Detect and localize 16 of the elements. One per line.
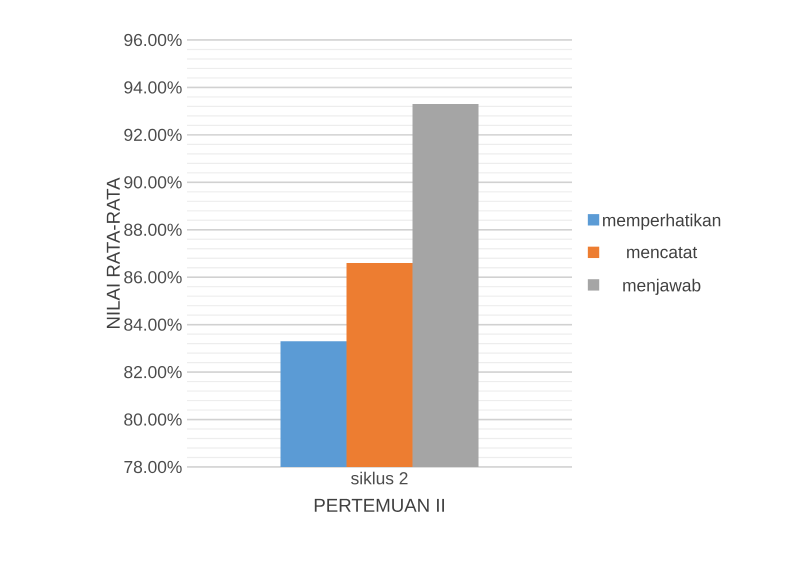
y-axis-title: NILAI RATA-RATA	[106, 177, 120, 328]
y-tick-label: 82.00%	[124, 366, 182, 378]
x-axis-title: PERTEMUAN II	[314, 498, 444, 512]
y-tick-label: 96.00%	[124, 34, 182, 46]
y-tick-label: 92.00%	[124, 128, 182, 142]
y-tick-label: 78.00%	[124, 460, 182, 474]
y-tick-label: 94.00%	[124, 81, 182, 94]
y-tick-label: 84.00%	[124, 318, 182, 331]
y-tick-label: 88.00%	[124, 224, 182, 236]
x-tick-label: siklus 2	[351, 472, 408, 484]
y-tick-label: 86.00%	[124, 271, 182, 284]
y-tick-label: 80.00%	[124, 413, 182, 426]
y-tick-label: 90.00%	[124, 176, 182, 188]
legend-label: memperhatikan	[603, 214, 720, 230]
legend-label: mencatat	[627, 246, 698, 258]
legend-label: menjawab	[623, 278, 700, 295]
